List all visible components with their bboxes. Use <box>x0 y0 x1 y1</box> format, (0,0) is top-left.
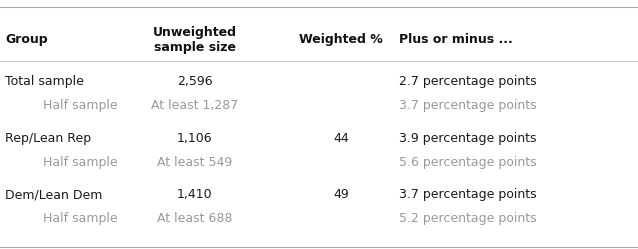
Text: Rep/Lean Rep: Rep/Lean Rep <box>5 132 91 145</box>
Text: 3.9 percentage points: 3.9 percentage points <box>399 132 537 145</box>
Text: At least 549: At least 549 <box>157 156 232 169</box>
Text: 5.2 percentage points: 5.2 percentage points <box>399 212 537 225</box>
Text: 1,106: 1,106 <box>177 132 212 145</box>
Text: Half sample: Half sample <box>43 99 118 112</box>
Text: Total sample: Total sample <box>5 75 84 88</box>
Text: 3.7 percentage points: 3.7 percentage points <box>399 99 537 112</box>
Text: 2.7 percentage points: 2.7 percentage points <box>399 75 537 88</box>
Text: 44: 44 <box>334 132 349 145</box>
Text: 5.6 percentage points: 5.6 percentage points <box>399 156 537 169</box>
Text: At least 688: At least 688 <box>157 212 232 225</box>
Text: Half sample: Half sample <box>43 212 118 225</box>
Text: 1,410: 1,410 <box>177 188 212 201</box>
Text: Weighted %: Weighted % <box>299 33 383 46</box>
Text: Dem/Lean Dem: Dem/Lean Dem <box>5 188 103 201</box>
Text: 49: 49 <box>334 188 349 201</box>
Text: Half sample: Half sample <box>43 156 118 169</box>
Text: Unweighted
sample size: Unweighted sample size <box>152 26 237 54</box>
Text: At least 1,287: At least 1,287 <box>151 99 238 112</box>
Text: 2,596: 2,596 <box>177 75 212 88</box>
Text: Group: Group <box>5 33 48 46</box>
Text: Plus or minus ...: Plus or minus ... <box>399 33 512 46</box>
Text: 3.7 percentage points: 3.7 percentage points <box>399 188 537 201</box>
